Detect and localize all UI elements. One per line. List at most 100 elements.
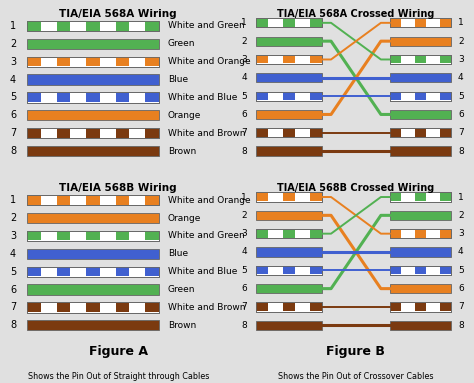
Bar (256, 128, 322, 137)
Bar (390, 128, 451, 137)
Bar (116, 93, 129, 102)
Text: 5: 5 (458, 266, 464, 275)
Bar (116, 231, 129, 241)
Bar (390, 229, 451, 238)
Bar (27, 267, 159, 277)
Bar (256, 19, 268, 27)
Bar (256, 229, 322, 238)
Bar (283, 303, 295, 311)
Bar (310, 230, 322, 237)
Text: 5: 5 (10, 267, 16, 277)
Text: 4: 4 (458, 247, 464, 257)
Bar (390, 321, 451, 330)
Text: 1: 1 (10, 195, 16, 205)
Text: Orange: Orange (168, 111, 201, 120)
Bar (27, 320, 159, 331)
Bar (390, 230, 401, 237)
Bar (86, 93, 100, 102)
Text: TIA/EIA 568B Wiring: TIA/EIA 568B Wiring (59, 183, 177, 193)
Text: Green: Green (168, 285, 195, 294)
Bar (86, 231, 100, 241)
Bar (116, 21, 129, 31)
Bar (256, 266, 268, 274)
Bar (440, 19, 451, 27)
Bar (415, 56, 426, 64)
Bar (390, 18, 451, 28)
Bar (256, 302, 322, 311)
Bar (256, 266, 322, 275)
Bar (27, 267, 41, 276)
Bar (256, 211, 322, 220)
Bar (390, 92, 401, 100)
Bar (283, 92, 295, 100)
Text: White and Orange: White and Orange (168, 196, 251, 205)
Bar (146, 93, 159, 102)
Bar (256, 192, 322, 201)
Text: Shows the Pin Out of Crossover Cables: Shows the Pin Out of Crossover Cables (278, 372, 433, 381)
Bar (27, 129, 41, 138)
Bar (27, 196, 41, 205)
Text: 4: 4 (10, 249, 16, 259)
Bar (256, 73, 322, 82)
Text: 2: 2 (458, 37, 464, 46)
Text: 2: 2 (242, 211, 247, 220)
Bar (390, 92, 451, 101)
Bar (256, 229, 322, 238)
Text: 3: 3 (458, 229, 464, 238)
Text: 5: 5 (458, 92, 464, 101)
Bar (256, 193, 268, 201)
Bar (256, 92, 268, 100)
Text: 3: 3 (241, 229, 247, 238)
Bar (57, 196, 70, 205)
Bar (390, 36, 451, 46)
Bar (116, 129, 129, 138)
Text: Orange: Orange (168, 214, 201, 223)
Text: 6: 6 (458, 110, 464, 119)
Text: Shows the Pin Out of Straight through Cables: Shows the Pin Out of Straight through Ca… (28, 372, 209, 381)
Bar (390, 192, 451, 201)
Bar (256, 230, 268, 237)
Bar (256, 266, 322, 275)
Bar (256, 92, 322, 101)
Bar (27, 74, 159, 85)
Bar (27, 285, 159, 295)
Text: Green: Green (168, 39, 195, 48)
Bar (390, 73, 451, 82)
Bar (57, 129, 70, 138)
Text: 8: 8 (10, 146, 16, 156)
Text: 4: 4 (242, 247, 247, 257)
Bar (415, 129, 426, 137)
Bar (256, 147, 322, 155)
Text: Blue: Blue (168, 75, 188, 84)
Bar (440, 129, 451, 137)
Bar (116, 267, 129, 276)
Bar (256, 284, 322, 293)
Bar (440, 303, 451, 311)
Text: 5: 5 (241, 266, 247, 275)
Bar (390, 229, 451, 238)
Text: 2: 2 (458, 211, 464, 220)
Text: 4: 4 (458, 73, 464, 82)
Bar (390, 55, 451, 64)
Text: 6: 6 (241, 110, 247, 119)
Text: 8: 8 (241, 321, 247, 330)
Bar (310, 266, 322, 274)
Bar (310, 129, 322, 137)
Bar (27, 231, 41, 241)
Bar (256, 303, 268, 311)
Bar (390, 129, 401, 137)
Bar (310, 92, 322, 100)
Text: 8: 8 (458, 147, 464, 155)
Bar (415, 92, 426, 100)
Text: White and Brown: White and Brown (168, 129, 246, 138)
Bar (27, 267, 159, 277)
Text: 6: 6 (241, 284, 247, 293)
Bar (390, 110, 451, 119)
Bar (27, 57, 159, 67)
Bar (146, 267, 159, 276)
Bar (390, 92, 451, 101)
Bar (27, 128, 159, 138)
Bar (256, 18, 322, 28)
Bar (86, 196, 100, 205)
Text: 6: 6 (458, 284, 464, 293)
